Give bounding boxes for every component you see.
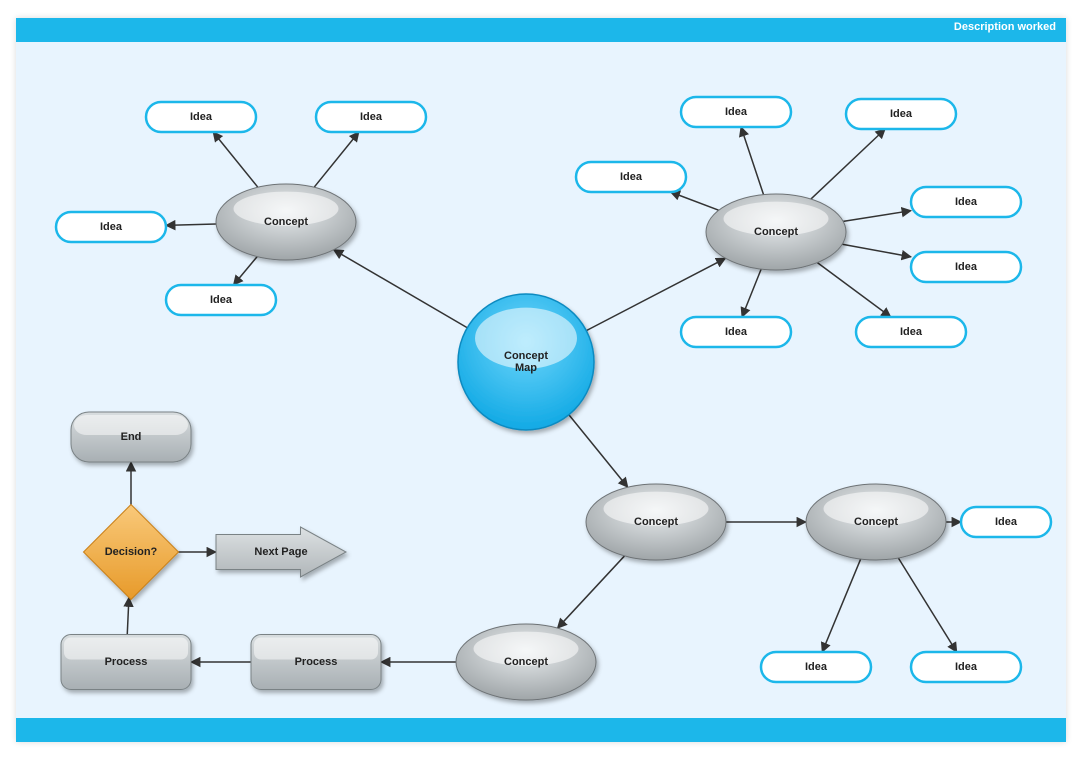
node-l3[interactable] <box>56 212 166 242</box>
edge <box>166 224 216 225</box>
edge <box>558 556 625 628</box>
node-fc_dec[interactable] <box>84 505 179 600</box>
header-bar: Description worked <box>16 18 1066 42</box>
node-center[interactable] <box>458 294 594 430</box>
canvas: Description worked ConceptMapConceptConc… <box>16 18 1066 742</box>
edge <box>898 558 956 652</box>
node-r7[interactable] <box>856 317 966 347</box>
node-r4[interactable] <box>911 187 1021 217</box>
node-r1[interactable] <box>681 97 791 127</box>
node-br_i2[interactable] <box>911 652 1021 682</box>
node-br_i3[interactable] <box>961 507 1051 537</box>
footer-bar <box>16 718 1066 742</box>
edge <box>213 132 258 187</box>
node-r5[interactable] <box>911 252 1021 282</box>
edge <box>817 263 890 317</box>
edge <box>741 127 764 195</box>
node-br_i1[interactable] <box>761 652 871 682</box>
edge <box>811 129 885 199</box>
header-text: Description worked <box>954 21 1056 33</box>
edge <box>671 192 719 210</box>
diagram-svg[interactable]: ConceptMapConceptConceptConceptConceptCo… <box>16 42 1066 718</box>
edge <box>842 244 911 257</box>
node-c_br2[interactable] <box>806 484 946 560</box>
node-l2[interactable] <box>316 102 426 132</box>
node-r2[interactable] <box>846 99 956 129</box>
edge <box>334 250 468 328</box>
node-l1[interactable] <box>146 102 256 132</box>
node-r6[interactable] <box>681 317 791 347</box>
node-c_br1[interactable] <box>586 484 726 560</box>
edge <box>127 597 129 634</box>
edge <box>314 132 359 187</box>
node-l4[interactable] <box>166 285 276 315</box>
node-fc_np[interactable] <box>216 527 346 577</box>
edge <box>234 257 258 285</box>
edge <box>569 415 628 487</box>
diagram-area[interactable]: ConceptMapConceptConceptConceptConceptCo… <box>16 42 1066 718</box>
edge <box>742 269 761 317</box>
node-c_right[interactable] <box>706 194 846 270</box>
stage: Description worked ConceptMapConceptConc… <box>0 0 1083 759</box>
node-c_bot[interactable] <box>456 624 596 700</box>
edge <box>843 211 911 222</box>
edge <box>822 559 860 652</box>
node-r3[interactable] <box>576 162 686 192</box>
node-c_left[interactable] <box>216 184 356 260</box>
